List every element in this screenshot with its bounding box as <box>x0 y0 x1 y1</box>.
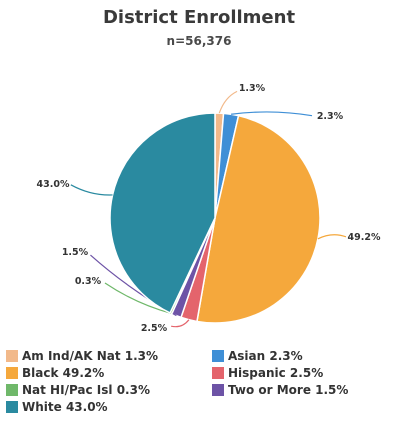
leader-line-nat-hi-pac-isl <box>104 282 172 314</box>
legend-swatch <box>6 401 18 413</box>
legend-item-hispanic: Hispanic 2.5% <box>212 366 323 380</box>
legend-swatch <box>6 384 18 396</box>
legend-label: Two or More 1.5% <box>228 383 349 397</box>
slice-label-hispanic: 2.5% <box>141 323 168 334</box>
chart-subtitle: n=56,376 <box>166 34 232 48</box>
leader-line-white <box>70 184 113 196</box>
leader-line-am-ind-ak-nat <box>218 90 238 114</box>
legend: Am Ind/AK Nat 1.3% Asian 2.3% Black 49.2% H… <box>6 349 398 423</box>
legend-swatch <box>212 384 224 396</box>
legend-item-am-ind-ak-nat: Am Ind/AK Nat 1.3% <box>6 349 158 363</box>
legend-label: Am Ind/AK Nat 1.3% <box>22 349 159 363</box>
legend-item-black: Black 49.2% <box>6 366 104 380</box>
legend-item-asian: Asian 2.3% <box>212 349 303 363</box>
slice-label-am-ind-ak-nat: 1.3% <box>239 83 266 94</box>
pie-chart: 1.3% 2.3% 49.2% 2.5% 1.5% 0.3% 43.0% <box>37 83 381 334</box>
legend-item-nat-hi-pac-isl: Nat HI/Pac Isl 0.3% <box>6 383 150 397</box>
leader-line-black <box>317 234 347 240</box>
leader-line-hispanic <box>170 319 190 328</box>
legend-item-two-or-more: Two or More 1.5% <box>212 383 348 397</box>
leader-line-asian <box>231 111 313 117</box>
legend-label: Nat HI/Pac Isl 0.3% <box>22 383 150 397</box>
legend-label: Asian 2.3% <box>228 349 303 363</box>
slice-label-white: 43.0% <box>37 179 70 190</box>
chart-title: District Enrollment <box>102 7 296 28</box>
legend-swatch <box>212 367 224 379</box>
legend-swatch <box>212 350 224 362</box>
legend-label: Black 49.2% <box>22 366 105 380</box>
legend-swatch <box>6 367 18 379</box>
legend-label: White 43.0% <box>22 400 108 414</box>
legend-item-white: White 43.0% <box>6 400 108 414</box>
slice-label-two-or-more: 1.5% <box>62 247 89 258</box>
slice-label-black: 49.2% <box>348 232 381 243</box>
legend-swatch <box>6 350 18 362</box>
slice-label-asian: 2.3% <box>317 111 344 122</box>
legend-label: Hispanic 2.5% <box>228 366 324 380</box>
slice-label-nat-hi-pac-isl: 0.3% <box>75 276 102 287</box>
